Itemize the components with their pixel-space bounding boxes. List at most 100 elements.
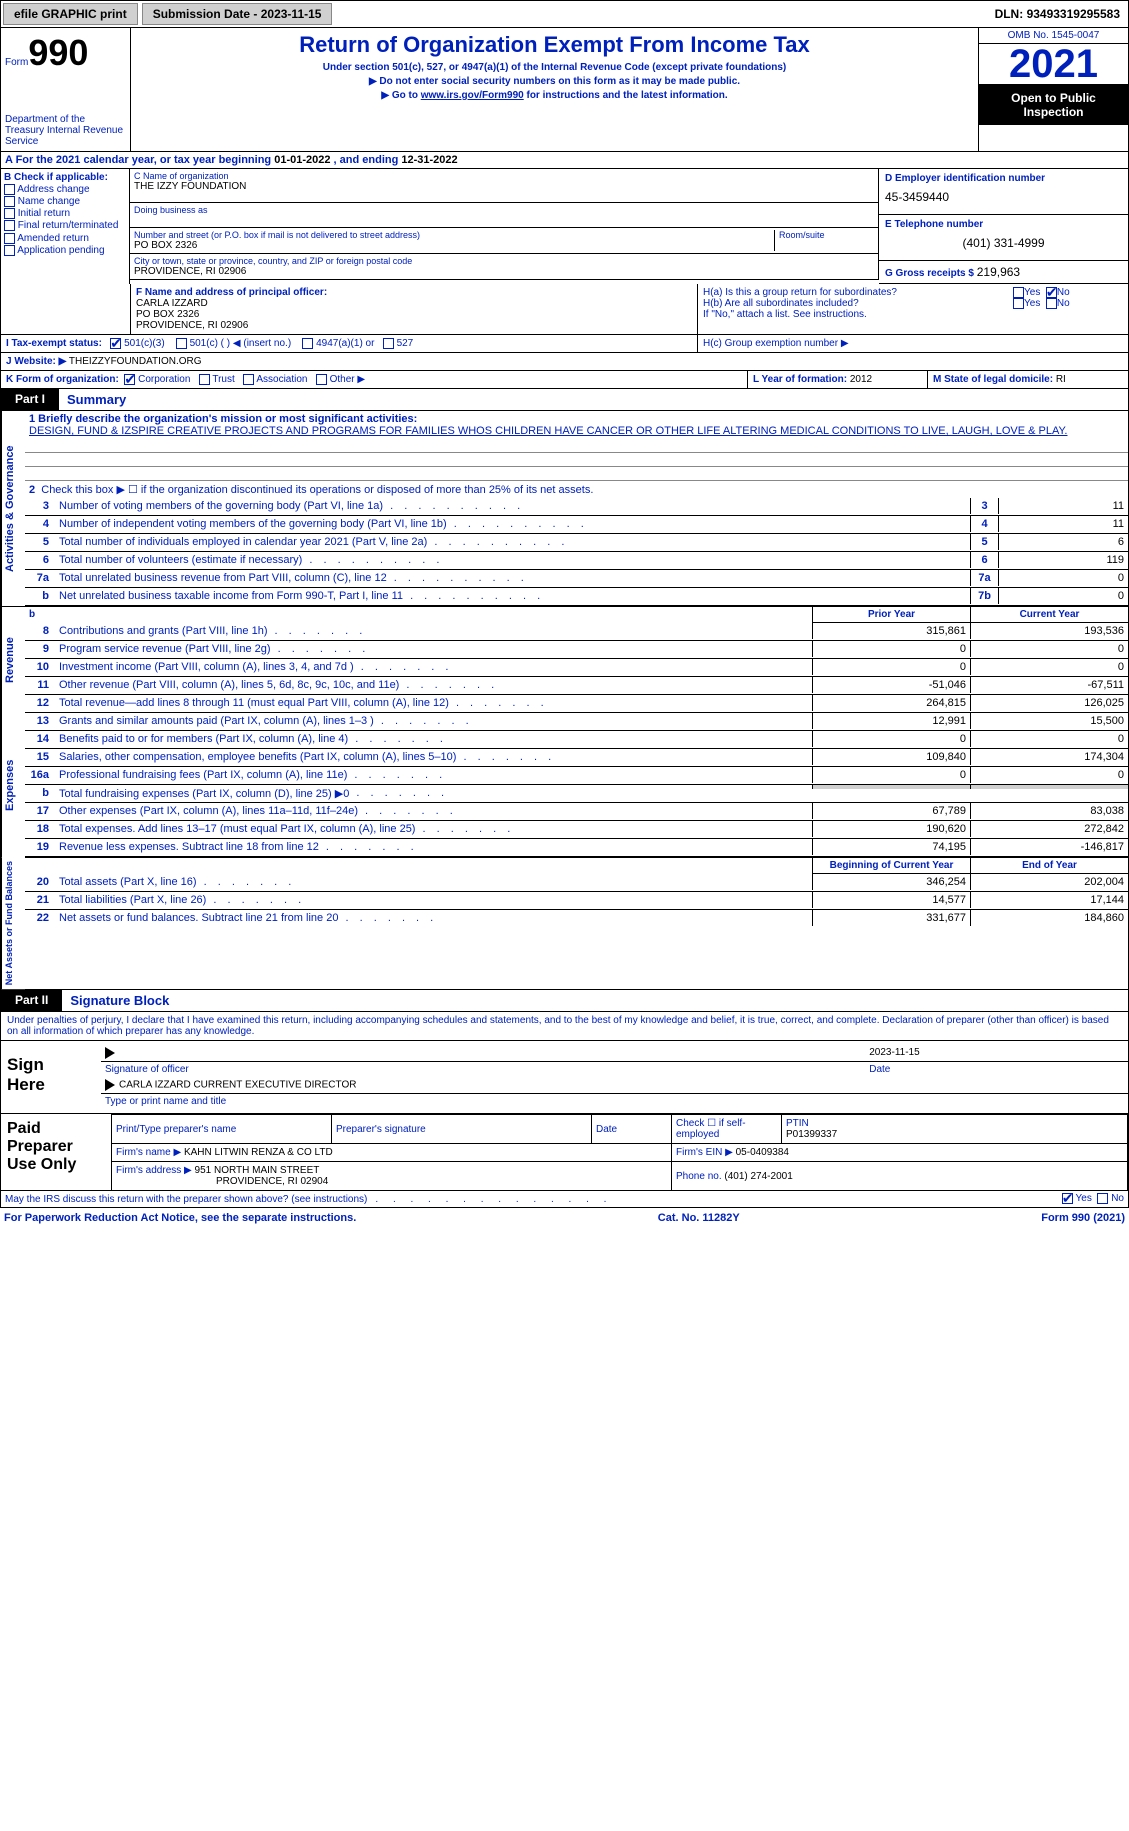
form-title: Return of Organization Exempt From Incom… [135, 32, 974, 58]
summary-line: 12Total revenue—add lines 8 through 11 (… [25, 695, 1128, 713]
ein-label: D Employer identification number [885, 173, 1122, 184]
ptin: P01399337 [786, 1129, 837, 1140]
firm-phone: (401) 274-2001 [724, 1171, 792, 1182]
summary-line: 7aTotal unrelated business revenue from … [25, 570, 1128, 588]
sig-date: 2023-11-15 [869, 1047, 1124, 1059]
cb-501c[interactable] [176, 338, 187, 349]
col-c-identity: C Name of organization THE IZZY FOUNDATI… [130, 169, 879, 284]
summary-line: bTotal fundraising expenses (Part IX, co… [25, 785, 1128, 803]
row-a-period: A For the 2021 calendar year, or tax yea… [0, 152, 1129, 169]
hb-no[interactable] [1046, 298, 1057, 309]
prep-sig-label: Preparer's signature [332, 1115, 592, 1144]
cb-name-change[interactable]: Name change [4, 196, 126, 207]
officer-city: PROVIDENCE, RI 02906 [136, 320, 248, 331]
summary-line: 21Total liabilities (Part X, line 26) . … [25, 892, 1128, 910]
cb-4947[interactable] [302, 338, 313, 349]
row-f-h: F Name and address of principal officer:… [0, 284, 1129, 335]
sec-expenses: Expenses 13Grants and similar amounts pa… [0, 713, 1129, 857]
dln: DLN: 93493319295583 [995, 7, 1128, 21]
date-label: Date [869, 1064, 1124, 1075]
sec-activities: Activities & Governance 1 Briefly descri… [0, 411, 1129, 606]
tax-year: 2021 [979, 44, 1128, 85]
city-state-zip: PROVIDENCE, RI 02906 [134, 266, 874, 277]
firm-ein: 05-0409384 [736, 1147, 789, 1158]
part2-header: Part II Signature Block [0, 990, 1129, 1012]
firm-addr2: PROVIDENCE, RI 02904 [116, 1176, 328, 1187]
sig-officer-label: Signature of officer [105, 1064, 869, 1075]
summary-line: 8Contributions and grants (Part VIII, li… [25, 623, 1128, 641]
ha-no[interactable] [1046, 287, 1057, 298]
firm-name: KAHN LITWIN RENZA & CO LTD [184, 1147, 333, 1158]
cb-initial-return[interactable]: Initial return [4, 208, 126, 219]
ha-label: H(a) Is this a group return for subordin… [703, 287, 1013, 298]
tel-label: E Telephone number [885, 219, 1122, 230]
subtitle-3: ▶ Go to www.irs.gov/Form990 for instruct… [135, 90, 974, 101]
discuss-row: May the IRS discuss this return with the… [0, 1191, 1129, 1207]
arrow-icon [105, 1079, 115, 1091]
cb-final-return[interactable]: Final return/terminated [4, 220, 126, 231]
print-name-label: Type or print name and title [105, 1096, 1124, 1107]
row-klm: K Form of organization: Corporation Trus… [0, 371, 1129, 389]
summary-line: 20Total assets (Part X, line 16) . . . .… [25, 874, 1128, 892]
summary-line: 19Revenue less expenses. Subtract line 1… [25, 839, 1128, 857]
cb-other[interactable] [316, 374, 327, 385]
summary-line: 13Grants and similar amounts paid (Part … [25, 713, 1128, 731]
irs-link[interactable]: www.irs.gov/Form990 [421, 90, 524, 101]
cb-amended[interactable]: Amended return [4, 233, 126, 244]
form-header: Form990 Department of the Treasury Inter… [0, 28, 1129, 152]
street-address: PO BOX 2326 [134, 240, 774, 251]
subtitle-1: Under section 501(c), 527, or 4947(a)(1)… [135, 62, 974, 73]
paperwork-notice: For Paperwork Reduction Act Notice, see … [4, 1212, 356, 1224]
print-button[interactable]: print [100, 7, 127, 21]
cb-assoc[interactable] [243, 374, 254, 385]
discuss-yes[interactable] [1062, 1193, 1073, 1204]
sign-here-label: Sign Here [1, 1041, 91, 1113]
cb-527[interactable] [383, 338, 394, 349]
cat-no: Cat. No. 11282Y [356, 1212, 1041, 1224]
org-name: THE IZZY FOUNDATION [134, 181, 874, 192]
ha-yes[interactable] [1013, 287, 1024, 298]
room-label: Room/suite [779, 230, 874, 240]
vtab-activities: Activities & Governance [1, 411, 25, 606]
cb-trust[interactable] [199, 374, 210, 385]
prep-selfemp[interactable]: Check ☐ if self-employed [672, 1115, 782, 1144]
discuss-no[interactable] [1097, 1193, 1108, 1204]
summary-line: bNet unrelated business taxable income f… [25, 588, 1128, 606]
subtitle-2: ▶ Do not enter social security numbers o… [135, 76, 974, 87]
state-domicile: RI [1056, 374, 1066, 385]
telephone: (401) 331-4999 [885, 230, 1122, 256]
addr-label: Number and street (or P.O. box if mail i… [134, 230, 774, 240]
col-b-checks: B Check if applicable: Address change Na… [0, 169, 130, 284]
dept-label: Department of the Treasury Internal Reve… [5, 114, 126, 147]
sec-revenue: Revenue b Prior Year Current Year 8Contr… [0, 606, 1129, 713]
arrow-icon [105, 1047, 115, 1059]
prep-name-label: Print/Type preparer's name [112, 1115, 332, 1144]
gross-receipts: 219,963 [977, 265, 1020, 279]
cb-address-change[interactable]: Address change [4, 184, 126, 195]
cb-app-pending[interactable]: Application pending [4, 245, 126, 256]
cb-corp[interactable] [124, 374, 135, 385]
col-prior: Prior Year [812, 607, 970, 623]
summary-line: 3Number of voting members of the governi… [25, 498, 1128, 516]
summary-line: 5Total number of individuals employed in… [25, 534, 1128, 552]
row-i: I Tax-exempt status: 501(c)(3) 501(c) ( … [0, 335, 1129, 353]
summary-line: 11Other revenue (Part VIII, column (A), … [25, 677, 1128, 695]
col-beginning: Beginning of Current Year [812, 858, 970, 874]
org-name-label: C Name of organization [134, 171, 874, 181]
l1-label: 1 Briefly describe the organization's mi… [29, 413, 417, 425]
ein: 45-3459440 [885, 184, 1122, 210]
summary-line: 17Other expenses (Part IX, column (A), l… [25, 803, 1128, 821]
officer-name: CARLA IZZARD [136, 298, 208, 309]
form-label: Form [5, 57, 28, 68]
summary-line: 15Salaries, other compensation, employee… [25, 749, 1128, 767]
summary-line: 10Investment income (Part VIII, column (… [25, 659, 1128, 677]
paid-preparer: Paid Preparer Use Only Print/Type prepar… [1, 1113, 1128, 1190]
vtab-netassets: Net Assets or Fund Balances [1, 857, 25, 989]
sec-netassets: Net Assets or Fund Balances Beginning of… [0, 857, 1129, 990]
cb-501c3[interactable] [110, 338, 121, 349]
hb-yes[interactable] [1013, 298, 1024, 309]
summary-line: 6Total number of volunteers (estimate if… [25, 552, 1128, 570]
officer-printed-name: CARLA IZZARD CURRENT EXECUTIVE DIRECTOR [119, 1080, 356, 1091]
summary-line: 9Program service revenue (Part VIII, lin… [25, 641, 1128, 659]
hb-note: If "No," attach a list. See instructions… [703, 309, 1123, 320]
